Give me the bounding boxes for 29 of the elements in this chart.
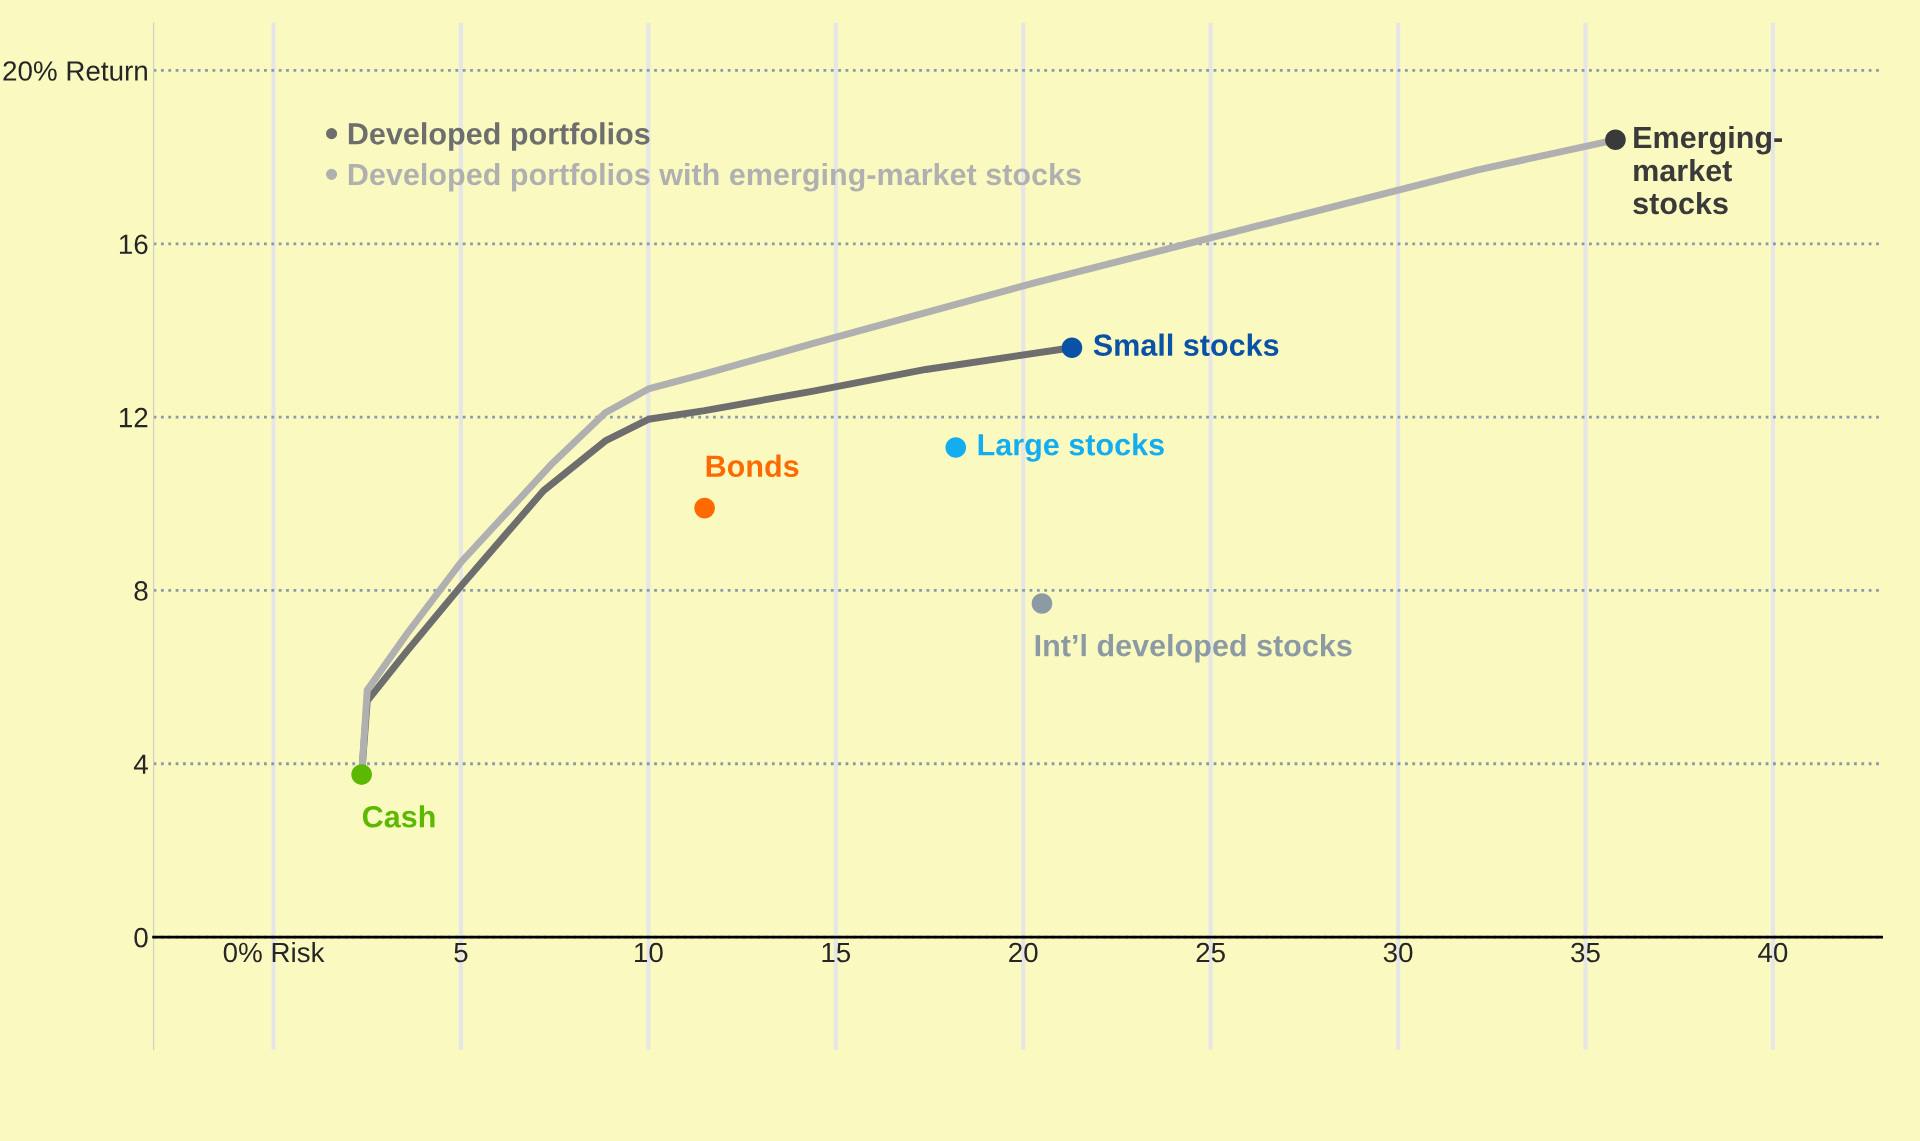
legend-label: Developed portfolios — [348, 122, 650, 151]
point — [1061, 337, 1083, 359]
y-tick-label: 0 — [134, 927, 148, 948]
annotation: Large stocks — [978, 433, 1164, 462]
point — [694, 497, 715, 519]
annotation: Int’l developed stocks — [1035, 633, 1352, 663]
y-tick-label: 4 — [133, 754, 148, 774]
x-tick-label: 10 — [635, 942, 663, 963]
y-tick-label: 12 — [119, 407, 148, 428]
point — [1605, 129, 1626, 151]
point — [1031, 593, 1053, 614]
x-tick-label: 35 — [1571, 942, 1600, 963]
annotation: Bonds — [706, 454, 799, 478]
x-tick-label: 40 — [1758, 942, 1788, 963]
point — [351, 764, 372, 785]
x-tick-label: 0% Risk — [223, 941, 325, 963]
y-tick-label: 20% Return — [3, 61, 147, 81]
point — [945, 437, 967, 458]
x-tick-label: 15 — [822, 942, 851, 963]
legend-label: Developed portfolios with emerging-market stocks — [348, 162, 1081, 192]
annotation: Emerging- market stocks — [1633, 125, 1782, 215]
x-tick-label: 30 — [1383, 942, 1413, 963]
x-tick-label: 20 — [1009, 942, 1038, 963]
x-tick-label: 25 — [1196, 942, 1225, 963]
annotation: Cash — [362, 805, 435, 828]
y-tick-label: 8 — [134, 581, 148, 601]
x-tick-label: 5 — [454, 942, 468, 963]
annotation: Small stocks — [1093, 333, 1279, 356]
y-tick-label: 16 — [119, 234, 148, 255]
